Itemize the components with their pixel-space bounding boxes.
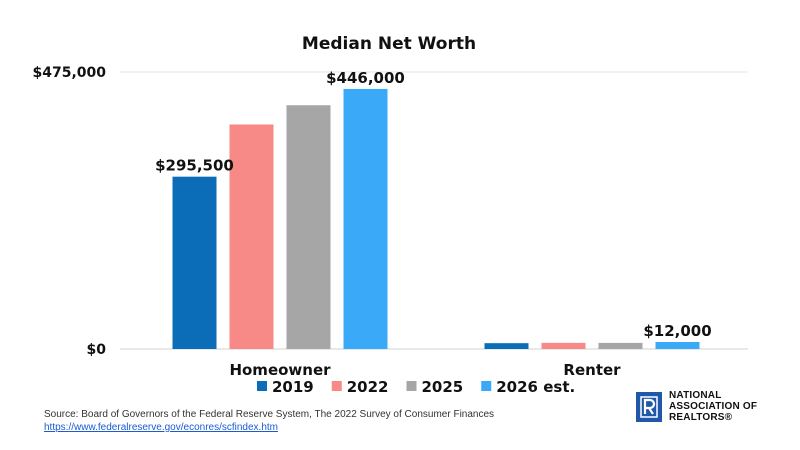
bar-renter-2019 bbox=[484, 343, 529, 349]
legend-swatch bbox=[257, 381, 267, 391]
legend-item: 2025 bbox=[406, 378, 464, 396]
data-label: $446,000 bbox=[326, 69, 405, 87]
data-label: $12,000 bbox=[643, 322, 711, 340]
legend-label: 2026 est. bbox=[496, 378, 575, 396]
source-text: Source: Board of Governors of the Federa… bbox=[44, 409, 495, 420]
chart-title: Median Net Worth bbox=[302, 34, 476, 54]
legend-swatch bbox=[481, 381, 492, 391]
logo-line-1: NATIONAL bbox=[669, 390, 722, 401]
x-axis: Homeowner Renter bbox=[229, 361, 621, 379]
y-axis: $0 $475,000 bbox=[32, 65, 106, 358]
data-label: $295,500 bbox=[155, 157, 234, 175]
bar-renter-2025 bbox=[598, 342, 643, 349]
bar-homeowner-2026 bbox=[343, 88, 388, 350]
realtor-r-icon bbox=[636, 391, 662, 422]
bar-renter-2022 bbox=[541, 342, 586, 349]
bar-homeowner-2022 bbox=[229, 124, 274, 349]
logo-line-3: REALTORS® bbox=[669, 412, 733, 423]
data-labels: $295,500 $446,000 $12,000 bbox=[155, 69, 712, 340]
y-tick-label: $0 bbox=[87, 342, 107, 358]
legend-label: 2019 bbox=[272, 378, 314, 396]
category-label: Homeowner bbox=[229, 361, 331, 379]
legend-label: 2025 bbox=[422, 378, 464, 396]
gridlines bbox=[120, 71, 748, 350]
logo-line-2: ASSOCIATION OF bbox=[669, 401, 758, 412]
source-link[interactable]: https://www.federalreserve.gov/econres/s… bbox=[44, 422, 278, 433]
bar-renter-2026 bbox=[655, 342, 700, 349]
legend: 2019 2022 2025 2026 est. bbox=[257, 378, 575, 396]
legend-label: 2022 bbox=[347, 378, 389, 396]
bar-homeowner-2025 bbox=[286, 105, 331, 350]
bar-homeowner-2019 bbox=[172, 176, 217, 349]
source-note: Source: Board of Governors of the Federa… bbox=[44, 408, 494, 434]
legend-item: 2026 est. bbox=[481, 378, 575, 396]
category-label: Renter bbox=[563, 361, 621, 379]
legend-swatch bbox=[406, 381, 417, 391]
legend-swatch bbox=[331, 381, 342, 391]
logo-text: NATIONAL ASSOCIATION OF REALTORS® bbox=[669, 390, 757, 423]
y-tick-label: $475,000 bbox=[32, 65, 106, 81]
bars bbox=[172, 88, 700, 350]
nar-logo: NATIONAL ASSOCIATION OF REALTORS® bbox=[636, 390, 757, 423]
legend-item: 2019 bbox=[257, 378, 314, 396]
legend-item: 2022 bbox=[331, 378, 389, 396]
